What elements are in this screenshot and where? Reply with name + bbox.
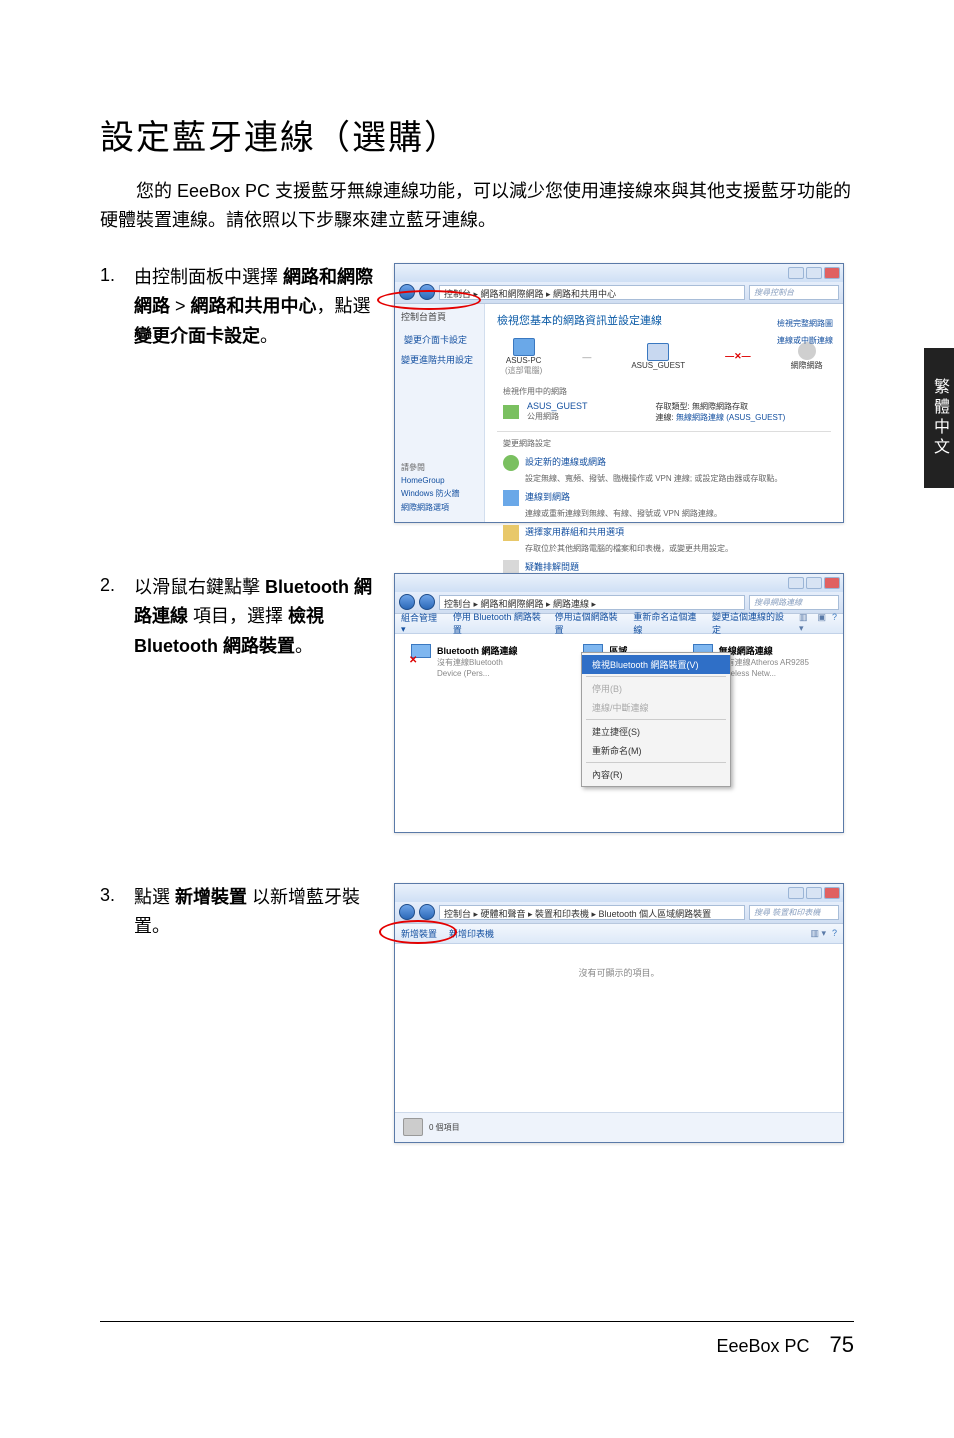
- close-button[interactable]: [824, 887, 840, 899]
- ctx-connect[interactable]: 連線/中斷連線: [582, 698, 730, 717]
- forward-button[interactable]: [419, 594, 435, 610]
- active-network-name[interactable]: ASUS_GUEST: [527, 401, 588, 411]
- task-connect[interactable]: 連線到網路: [525, 490, 570, 506]
- signal-icon: [503, 405, 519, 419]
- window-titlebar: [395, 884, 843, 902]
- search-input[interactable]: 搜尋網路連線: [749, 595, 839, 610]
- task-homegroup[interactable]: 選擇家用群組和共用選項: [525, 525, 624, 541]
- cmd-settings[interactable]: 變更這個連線的設定: [712, 610, 787, 636]
- empty-area: 沒有可顯示的項目。: [395, 944, 843, 1112]
- step-2: 2. 以滑鼠右鍵點擊 Bluetooth 網路連線 項目，選擇 檢視 Bluet…: [100, 573, 854, 833]
- close-button[interactable]: [824, 267, 840, 279]
- connection-bluetooth[interactable]: ✕ Bluetooth 網路連線沒有連線Bluetooth Device (Pe…: [411, 644, 523, 822]
- command-bar: 新增裝置 新增印表機 ▥ ▾?: [395, 924, 843, 944]
- connect-icon: [503, 490, 519, 506]
- cmd-organize[interactable]: 組合管理 ▾: [401, 611, 441, 635]
- cmd-add-printer[interactable]: 新增印表機: [449, 927, 494, 940]
- step-3: 3. 點選 新增裝置 以新增藍牙裝置。 控制台 ▸ 硬體和聲音 ▸ 裝置和印表機…: [100, 883, 854, 1143]
- breadcrumb[interactable]: 控制台 ▸ 硬體和聲音 ▸ 裝置和印表機 ▸ Bluetooth 個人區域網路裝…: [439, 905, 745, 920]
- cmd-add-device[interactable]: 新增裝置: [401, 927, 437, 940]
- breadcrumb[interactable]: 控制台 ▸ 網路和網際網路 ▸ 網路和共用中心: [439, 285, 745, 300]
- guest-node: ASUS_GUEST: [631, 343, 685, 370]
- cmd-disable-dev[interactable]: 停用這個網路裝置: [555, 610, 622, 636]
- screenshot-network-connections: 控制台 ▸ 網路和網際網路 ▸ 網路連線 ▸ 搜尋網路連線 組合管理 ▾ 停用 …: [394, 573, 844, 833]
- minimize-button[interactable]: [788, 887, 804, 899]
- ctx-properties[interactable]: 內容(R): [582, 765, 730, 784]
- setup-icon: [503, 455, 519, 471]
- minimize-button[interactable]: [788, 577, 804, 589]
- step-1: 1. 由控制面板中選擇 網路和網際網路 > 網路和共用中心，點選 變更介面卡設定…: [100, 263, 854, 523]
- intro-paragraph: 您的 EeeBox PC 支援藍牙無線連線功能，可以減少您使用連接線來與其他支援…: [100, 177, 854, 235]
- context-menu: 檢視Bluetooth 網路裝置(V) 停用(B) 連線/中斷連線 建立捷徑(S…: [581, 652, 731, 787]
- sidebar-header: 控制台首頁: [401, 310, 478, 323]
- sidebar-link-adapter-settings[interactable]: 變更介面卡設定: [401, 331, 478, 348]
- screenshot-add-device: 控制台 ▸ 硬體和聲音 ▸ 裝置和印表機 ▸ Bluetooth 個人區域網路裝…: [394, 883, 844, 1143]
- page-number: 75: [830, 1332, 854, 1358]
- pc-node: ASUS-PC (這部電腦): [505, 338, 542, 376]
- maximize-button[interactable]: [806, 267, 822, 279]
- link-firewall[interactable]: Windows 防火牆: [401, 488, 460, 499]
- window-titlebar: [395, 574, 843, 592]
- link-homegroup[interactable]: HomeGroup: [401, 476, 460, 485]
- step-number: 1.: [100, 263, 134, 286]
- product-name: EeeBox PC: [716, 1336, 809, 1357]
- sidebar-link-sharing[interactable]: 變更進階共用設定: [401, 353, 478, 366]
- minimize-button[interactable]: [788, 267, 804, 279]
- ctx-disable[interactable]: 停用(B): [582, 679, 730, 698]
- sidebar: 控制台首頁 變更介面卡設定 變更進階共用設定 請參閱 HomeGroup Win…: [395, 304, 485, 522]
- screenshot-network-center: 控制台 ▸ 網路和網際網路 ▸ 網路和共用中心 搜尋控制台 控制台首頁 變更介面…: [394, 263, 844, 523]
- back-button[interactable]: [399, 594, 415, 610]
- x-icon: ✕: [409, 655, 417, 666]
- search-input[interactable]: 搜尋控制台: [749, 285, 839, 300]
- address-bar: 控制台 ▸ 網路和網際網路 ▸ 網路和共用中心 搜尋控制台: [395, 282, 843, 304]
- printer-icon: [403, 1118, 423, 1136]
- close-button[interactable]: [824, 577, 840, 589]
- back-button[interactable]: [399, 284, 415, 300]
- ctx-shortcut[interactable]: 建立捷徑(S): [582, 722, 730, 741]
- language-tab: 繁體中文: [924, 348, 954, 488]
- status-bar: 0 個項目: [395, 1112, 843, 1142]
- view-icon[interactable]: ▥ ▾: [810, 928, 826, 939]
- view-icon[interactable]: ▥ ▾: [799, 612, 811, 634]
- page-title: 設定藍牙連線（選購）: [100, 110, 854, 159]
- forward-button[interactable]: [419, 284, 435, 300]
- link-connect-disconnect[interactable]: 連線或中斷連線: [777, 335, 833, 346]
- disconnected-icon: —✕—: [725, 351, 751, 362]
- search-input[interactable]: 搜尋 裝置和印表機: [749, 905, 839, 920]
- preview-icon[interactable]: ▣: [817, 612, 826, 634]
- cmd-disable-bt[interactable]: 停用 Bluetooth 網路裝置: [453, 610, 543, 636]
- homegroup-icon: [503, 525, 519, 541]
- ctx-view-bt-devices[interactable]: 檢視Bluetooth 網路裝置(V): [582, 655, 730, 674]
- maximize-button[interactable]: [806, 887, 822, 899]
- forward-button[interactable]: [419, 904, 435, 920]
- network-icon: [647, 343, 669, 361]
- pc-icon: [513, 338, 535, 356]
- step-text: 以滑鼠右鍵點擊 Bluetooth 網路連線 項目，選擇 檢視 Bluetoot…: [134, 573, 394, 662]
- back-button[interactable]: [399, 904, 415, 920]
- cmd-rename[interactable]: 重新命名這個連線: [633, 610, 700, 636]
- link-connection[interactable]: 無線網路連線 (ASUS_GUEST): [676, 413, 785, 422]
- command-bar: 組合管理 ▾ 停用 Bluetooth 網路裝置 停用這個網路裝置 重新命名這個…: [395, 614, 843, 634]
- link-internet-options[interactable]: 網際網路選項: [401, 502, 460, 513]
- sidebar-see-also: 請參閱 HomeGroup Windows 防火牆 網際網路選項: [401, 459, 460, 516]
- help-icon[interactable]: ?: [832, 612, 837, 634]
- step-number: 2.: [100, 573, 134, 596]
- step-text: 由控制面板中選擇 網路和網際網路 > 網路和共用中心，點選 變更介面卡設定。: [134, 263, 394, 352]
- breadcrumb[interactable]: 控制台 ▸ 網路和網際網路 ▸ 網路連線 ▸: [439, 595, 745, 610]
- link-full-map[interactable]: 檢視完整網路圖: [777, 318, 833, 329]
- ctx-rename[interactable]: 重新命名(M): [582, 741, 730, 760]
- help-icon[interactable]: ?: [832, 928, 837, 939]
- main-panel: 檢視您基本的網路資訊並設定連線 檢視完整網路圖 連線或中斷連線 ASUS-PC …: [485, 304, 843, 522]
- maximize-button[interactable]: [806, 577, 822, 589]
- page-footer: EeeBox PC 75: [716, 1332, 854, 1358]
- footer-rule: [100, 1321, 854, 1322]
- step-number: 3.: [100, 883, 134, 906]
- window-titlebar: [395, 264, 843, 282]
- task-setup-connection[interactable]: 設定新的連線或網路: [525, 455, 606, 471]
- step-text: 點選 新增裝置 以新增藍牙裝置。: [134, 883, 394, 942]
